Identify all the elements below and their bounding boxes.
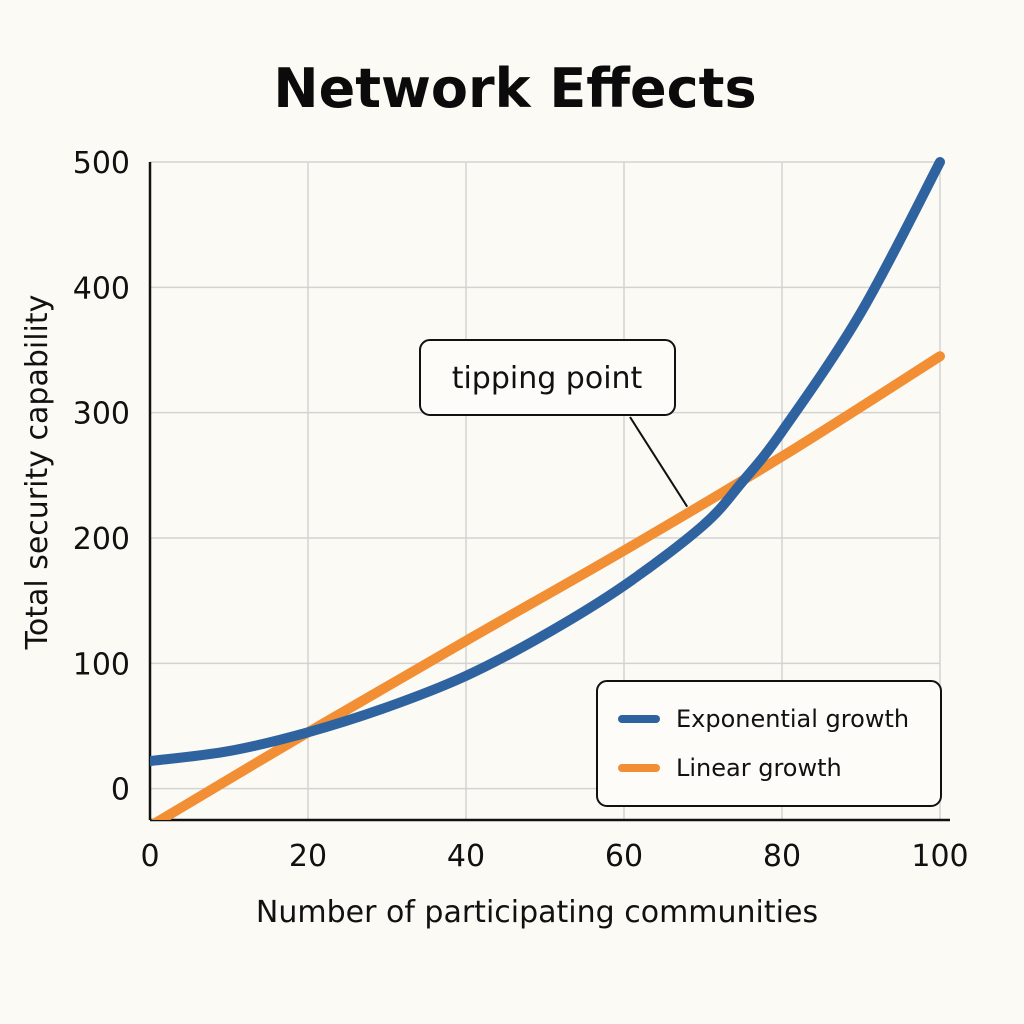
x-axis-title: Number of participating communities — [256, 895, 818, 930]
x-tick-label-1: 20 — [289, 839, 327, 874]
y-tick-label-3: 300 — [73, 397, 130, 432]
x-tick-labels: 0 20 40 60 80 100 — [140, 839, 968, 874]
series-line-exponential — [150, 157, 945, 767]
x-tick-label-0: 0 — [140, 839, 159, 874]
legend-box — [596, 680, 942, 807]
annotation-leader-line — [629, 416, 689, 508]
x-tick-label-3: 60 — [605, 839, 643, 874]
x-tick-label-2: 40 — [447, 839, 485, 874]
legend: Exponential growth Linear growth — [596, 680, 942, 807]
y-tick-label-5: 500 — [73, 146, 130, 181]
axes — [148, 162, 950, 822]
annotation: tipping point — [419, 339, 689, 508]
legend-label-exponential: Exponential growth — [676, 705, 909, 733]
y-tick-labels: 0 100 200 300 400 500 — [73, 146, 130, 808]
y-axis-title: Total security capability — [20, 295, 55, 651]
x-tick-label-4: 80 — [763, 839, 801, 874]
y-tick-label-1: 100 — [73, 647, 130, 682]
y-tick-label-0: 0 — [111, 773, 130, 808]
y-tick-label-4: 400 — [73, 271, 130, 306]
x-tick-label-5: 100 — [911, 839, 968, 874]
annotation-label: tipping point — [452, 361, 643, 396]
series-lines — [150, 157, 945, 820]
series-line-linear — [150, 351, 945, 820]
chart-title: Network Effects — [273, 57, 756, 120]
legend-label-linear: Linear growth — [676, 754, 842, 782]
annotation-box — [419, 339, 676, 416]
y-tick-label-2: 200 — [73, 522, 130, 557]
